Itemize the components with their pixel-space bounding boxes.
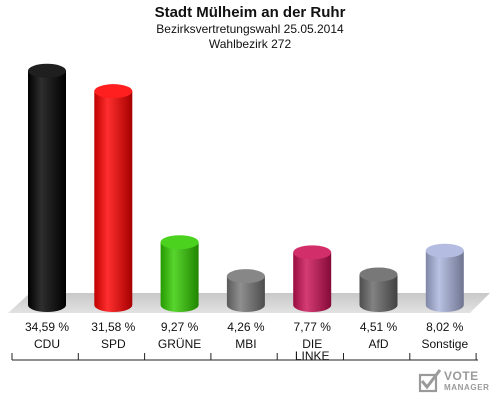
bar-body (359, 274, 398, 312)
vote-manager-logo: VOTE MANAGER (418, 367, 496, 397)
bar-body (425, 250, 464, 312)
bar-body (28, 70, 66, 313)
logo-text-manager: MANAGER (444, 383, 490, 392)
bar-body (94, 91, 133, 312)
bar-cdu (28, 63, 66, 313)
value-label: 8,02 % (426, 320, 464, 334)
value-label: 34,59 % (25, 320, 69, 334)
category-label: CDU (34, 337, 60, 351)
chart-title: Stadt Mülheim an der Ruhr (154, 4, 346, 21)
category-label: GRÜNE (158, 337, 201, 351)
category-label: LINKE (295, 349, 330, 363)
bar-cap (293, 245, 332, 260)
category-label: AfD (368, 337, 388, 351)
bar-body (226, 276, 265, 312)
bar-die-linke (293, 245, 332, 312)
logo-text-vote: VOTE (444, 369, 479, 383)
category-label: SPD (101, 337, 126, 351)
chart-district: Wahlbezirk 272 (208, 37, 292, 51)
checkmark-icon (418, 369, 442, 393)
bar-mbi (226, 269, 265, 312)
chart-header: Stadt Mülheim an der Ruhr Bezirksvertret… (0, 4, 500, 52)
bar-sonstige (425, 243, 464, 312)
bar-grüne (160, 235, 199, 312)
bar-cap (359, 267, 398, 282)
bar-spd (94, 84, 133, 312)
category-label: MBI (235, 337, 256, 351)
value-label: 4,51 % (360, 320, 398, 334)
bar-body (160, 242, 199, 312)
category-label: DIE (302, 337, 322, 351)
bar-cap (425, 243, 464, 258)
labels-group: 34,59 % CDU 31,58 % SPD 9,27 % GRÜNE 4,26 % MBI… (11, 320, 478, 363)
bars-group (28, 63, 464, 313)
bar-cap (94, 84, 133, 99)
value-label: 31,58 % (91, 320, 135, 334)
bar-cap (226, 269, 265, 284)
bar-cap (160, 235, 199, 250)
value-label: 9,27 % (161, 320, 199, 334)
category-label: Sonstige (421, 337, 468, 351)
value-label: 4,26 % (227, 320, 265, 334)
bar-afd (359, 267, 398, 312)
bar-cap (28, 63, 66, 78)
chart-subtitle: Bezirksvertretungswahl 25.05.2014 (156, 22, 344, 36)
value-label: 7,77 % (294, 320, 332, 334)
bar-body (293, 252, 332, 312)
